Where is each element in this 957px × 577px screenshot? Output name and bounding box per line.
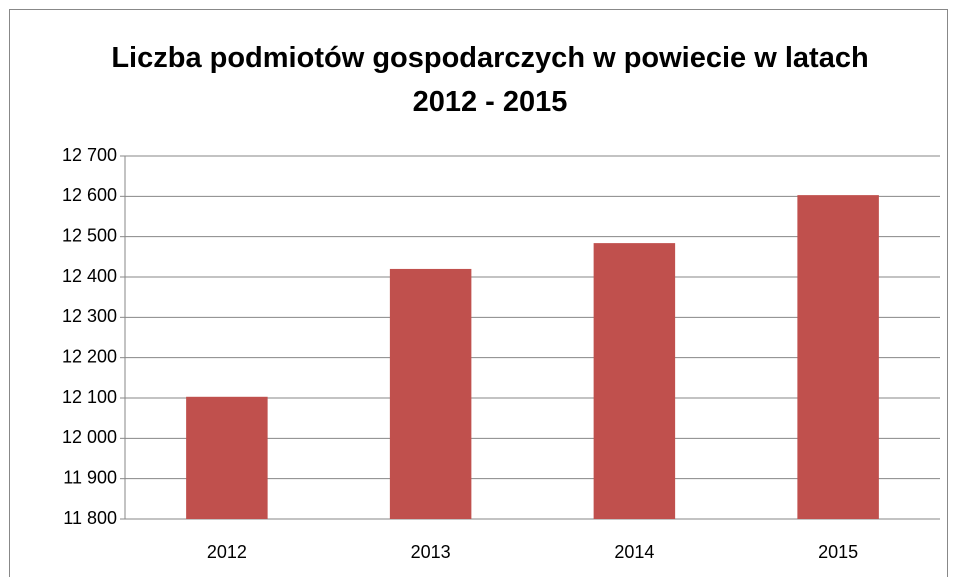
chart-border [9, 9, 948, 577]
bar [593, 243, 676, 519]
y-tick-label: 12 000 [62, 427, 117, 447]
bar [186, 396, 268, 519]
x-tick-label: 2015 [818, 542, 858, 562]
y-tick-label: 12 700 [62, 145, 117, 165]
y-tick-label: 12 300 [62, 306, 117, 326]
x-tick-label: 2012 [207, 542, 247, 562]
y-tick-label: 11 800 [63, 508, 117, 528]
y-tick-label: 12 200 [62, 346, 117, 366]
x-tick-label: 2013 [411, 542, 451, 562]
y-tick-label: 12 600 [62, 185, 117, 205]
y-tick-label: 12 400 [62, 266, 117, 286]
y-tick-label: 12 500 [62, 225, 117, 245]
bar [797, 195, 879, 519]
x-tick-label: 2014 [614, 542, 654, 562]
y-tick-label: 11 900 [63, 467, 117, 487]
bar [389, 268, 472, 519]
chart-title: Liczba podmiotów gospodarczych w powieci… [111, 42, 869, 118]
y-tick-label: 12 100 [62, 387, 117, 407]
